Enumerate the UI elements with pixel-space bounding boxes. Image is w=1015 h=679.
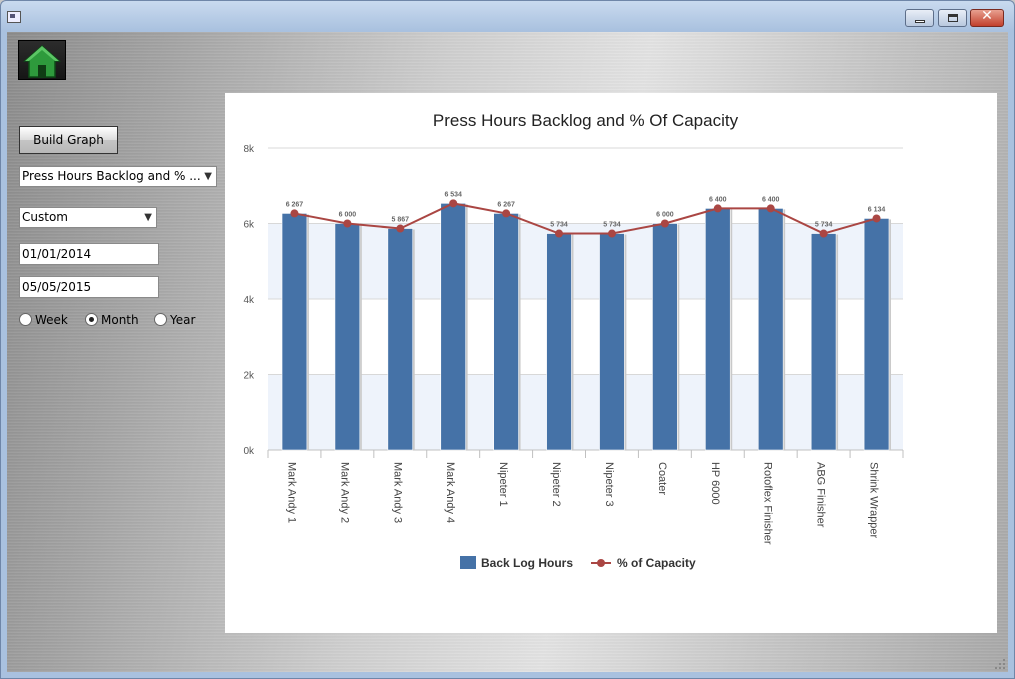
- line-point: [396, 224, 405, 233]
- graph-type-value: Press Hours Backlog and % ...: [22, 169, 201, 183]
- data-label: 6 267: [286, 201, 304, 208]
- title-bar[interactable]: ✕: [1, 1, 1014, 32]
- x-tick-label: Nipeter 1: [497, 462, 509, 507]
- bar: [810, 233, 837, 451]
- x-tick-label: Shrink Wrapper: [868, 462, 880, 539]
- data-label: 6 534: [444, 191, 462, 198]
- line-point: [343, 219, 352, 228]
- line-point: [607, 229, 616, 238]
- bar: [705, 208, 731, 451]
- close-icon: ✕: [981, 8, 993, 24]
- radio-week-label: Week: [35, 313, 68, 327]
- y-tick-label: 8k: [243, 144, 255, 155]
- chevron-down-icon: ▼: [204, 171, 212, 182]
- bar: [493, 213, 519, 451]
- bar: [863, 218, 890, 451]
- x-tick-label: Mark Andy 4: [444, 462, 456, 523]
- radio-year-indicator[interactable]: [154, 313, 167, 326]
- data-label: 6 267: [497, 201, 515, 208]
- y-tick-label: 0k: [243, 446, 255, 457]
- x-tick-label: Mark Andy 1: [285, 462, 297, 523]
- bar: [440, 203, 466, 451]
- data-label: 5 867: [392, 217, 410, 224]
- minimize-button[interactable]: [905, 9, 934, 27]
- x-tick-label: ABG Finisher: [815, 462, 827, 528]
- app-icon: [7, 11, 21, 23]
- x-tick-label: Mark Andy 3: [391, 462, 403, 523]
- x-tick-label: HP 6000: [709, 462, 721, 505]
- start-date-input[interactable]: 01/01/2014: [19, 243, 159, 265]
- data-label: 6 400: [709, 196, 727, 203]
- data-label: 6 000: [656, 212, 674, 219]
- end-date-input[interactable]: 05/05/2015: [19, 276, 159, 298]
- legend-marker-capacity: [597, 559, 605, 567]
- chevron-down-icon: ▼: [144, 212, 152, 223]
- legend-label-capacity: % of Capacity: [617, 556, 696, 570]
- maximize-icon: [948, 14, 958, 22]
- y-tick-label: 2k: [243, 371, 255, 382]
- bar: [334, 223, 361, 451]
- y-tick-label: 4k: [243, 295, 255, 306]
- x-tick-label: Nipeter 2: [550, 462, 562, 507]
- data-label: 5 734: [550, 222, 568, 229]
- bar: [652, 223, 678, 451]
- radio-month-indicator[interactable]: [85, 313, 98, 326]
- line-point: [555, 229, 564, 238]
- line-point: [660, 219, 669, 228]
- chart-title: Press Hours Backlog and % Of Capacity: [433, 111, 739, 130]
- graph-type-select[interactable]: Press Hours Backlog and % ... ▼: [19, 166, 217, 187]
- x-tick-label: Coater: [656, 462, 668, 495]
- minimize-icon: [915, 20, 925, 23]
- line-point: [449, 199, 458, 208]
- chart: Press Hours Backlog and % Of Capacity 0k 2…: [243, 111, 904, 570]
- bar: [599, 233, 625, 451]
- line-point: [766, 204, 775, 213]
- x-tick-label: Mark Andy 2: [338, 462, 350, 523]
- bar: [757, 208, 784, 451]
- line-point: [290, 209, 299, 218]
- plot-band: [268, 374, 903, 450]
- resize-grip-icon[interactable]: [994, 658, 1006, 670]
- home-icon: [23, 44, 61, 78]
- client-area: Build Graph Press Hours Backlog and % ..…: [7, 32, 1008, 672]
- date-range-value: Custom: [22, 210, 68, 224]
- maximize-button[interactable]: [938, 9, 967, 27]
- chart-panel: Press Hours Backlog and % Of Capacity 0k 2…: [225, 93, 997, 633]
- y-tick-label: 6k: [243, 220, 255, 231]
- plot-band: [268, 223, 903, 299]
- radio-week-indicator[interactable]: [19, 313, 32, 326]
- data-label: 5 734: [603, 222, 621, 229]
- line-point: [713, 204, 722, 213]
- bar: [546, 233, 572, 451]
- bar: [387, 228, 414, 451]
- legend-label-backlog: Back Log Hours: [481, 556, 573, 570]
- legend-swatch-backlog: [460, 556, 476, 569]
- line-point: [502, 209, 511, 218]
- close-button[interactable]: ✕: [970, 8, 1004, 27]
- data-label: 6 134: [868, 206, 886, 213]
- radio-month-label: Month: [101, 313, 139, 327]
- series-line-capacity: [294, 202, 877, 235]
- radio-year-label: Year: [170, 313, 196, 327]
- home-button[interactable]: [18, 40, 66, 80]
- build-graph-button[interactable]: Build Graph: [19, 126, 118, 154]
- data-label: 6 000: [339, 212, 357, 219]
- data-label: 5 734: [815, 222, 833, 229]
- date-range-select[interactable]: Custom ▼: [19, 207, 157, 228]
- line-point: [872, 214, 881, 223]
- data-label: 6 400: [762, 196, 780, 203]
- line-point: [819, 229, 828, 238]
- x-tick-label: Rotoflex Finisher: [762, 462, 774, 545]
- x-tick-label: Nipeter 3: [603, 462, 615, 507]
- bar: [281, 213, 308, 451]
